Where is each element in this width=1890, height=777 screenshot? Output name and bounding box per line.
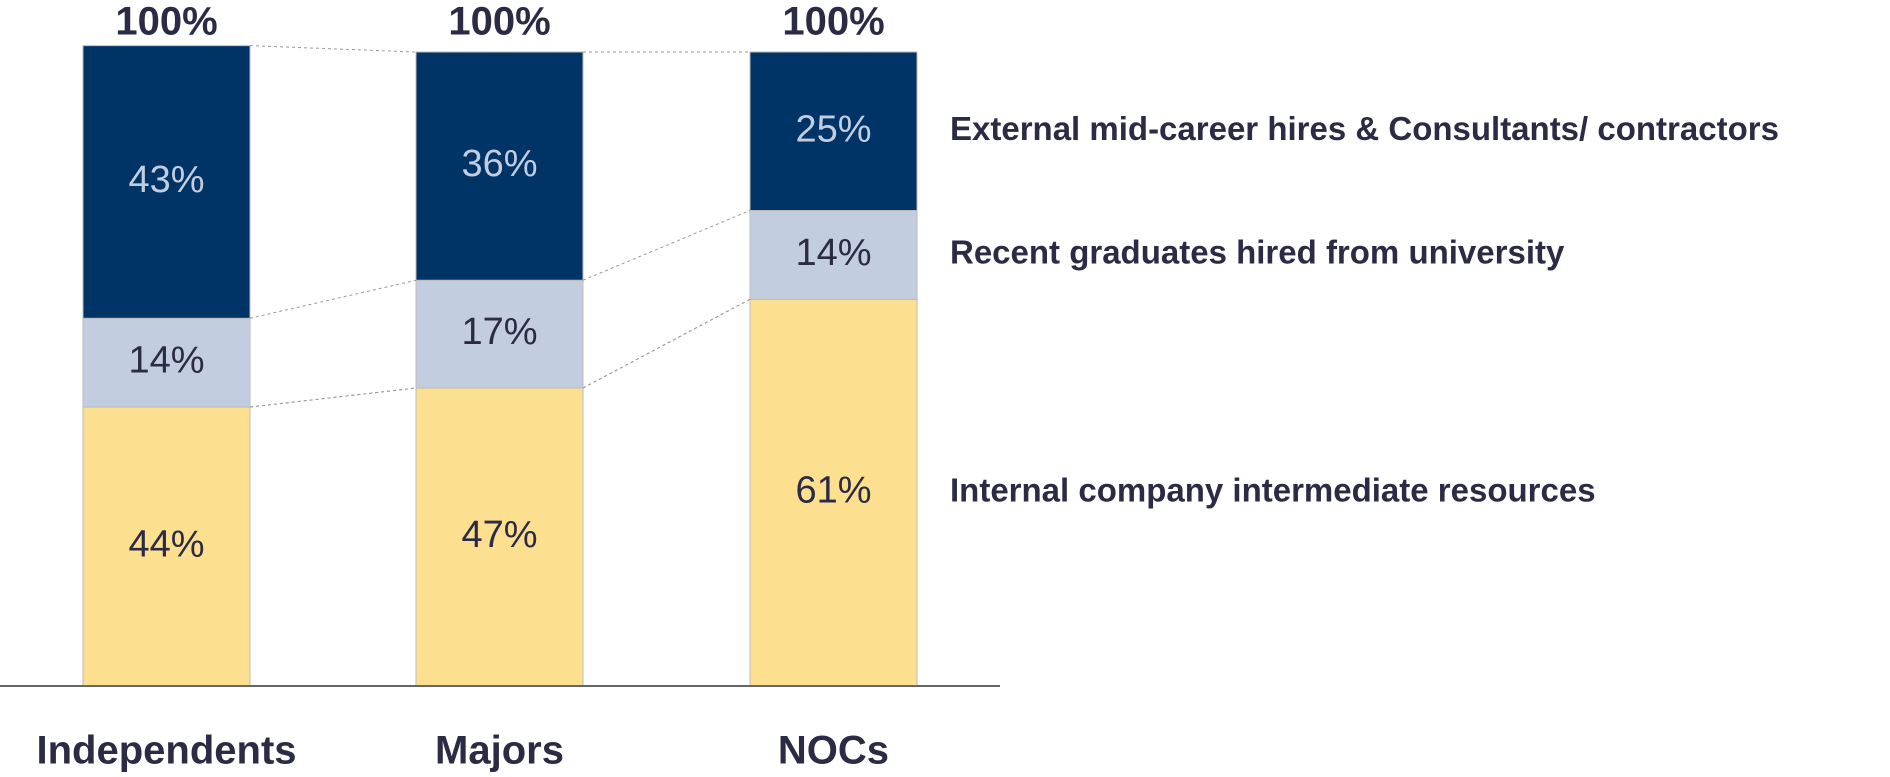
value-label: 14% bbox=[795, 232, 871, 274]
connector bbox=[582, 298, 751, 389]
bar-segment bbox=[749, 210, 918, 300]
value-label: 47% bbox=[461, 514, 537, 556]
legend-label: Recent graduates hired from university bbox=[950, 234, 1565, 271]
bar-segment bbox=[82, 45, 251, 319]
value-label: 44% bbox=[128, 524, 204, 566]
connector bbox=[582, 298, 751, 389]
value-label: 25% bbox=[795, 108, 871, 150]
bar-segment bbox=[415, 387, 584, 687]
connector bbox=[249, 387, 417, 408]
category-label: Majors bbox=[435, 729, 564, 773]
total-label: 100% bbox=[782, 0, 884, 44]
value-label: 43% bbox=[128, 159, 204, 201]
category-label: Independents bbox=[36, 729, 296, 773]
value-label: 36% bbox=[461, 143, 537, 185]
category-label: NOCs bbox=[778, 729, 889, 773]
legend-label: Internal company intermediate resources bbox=[950, 471, 1596, 508]
value-label: 17% bbox=[461, 311, 537, 353]
value-label: 61% bbox=[795, 470, 871, 512]
bar-segment bbox=[749, 51, 918, 211]
bar-segment bbox=[415, 51, 584, 281]
connector bbox=[249, 279, 417, 319]
legend-label: External mid-career hires & Consultants/… bbox=[950, 110, 1779, 147]
connector bbox=[249, 45, 417, 53]
connector bbox=[582, 210, 751, 281]
bar-segment bbox=[82, 406, 251, 687]
total-label: 100% bbox=[448, 0, 550, 44]
total-label: 100% bbox=[115, 0, 217, 44]
bar-segment bbox=[415, 279, 584, 389]
bar-segment bbox=[82, 317, 251, 408]
value-label: 14% bbox=[128, 340, 204, 382]
